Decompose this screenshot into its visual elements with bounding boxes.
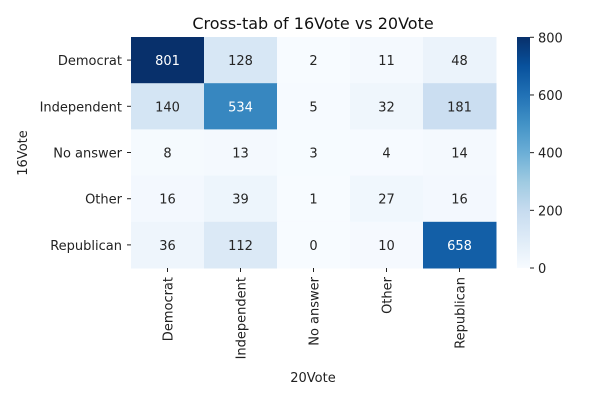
heatmap-cell: [350, 221, 424, 269]
x-axis-label: 20Vote: [290, 371, 335, 386]
cell-value-label: 3: [309, 147, 317, 162]
y-tick-label: No answer: [53, 147, 122, 162]
heatmap-cell: [204, 129, 278, 177]
heatmap-cell: [350, 129, 424, 177]
y-tick-label: Republican: [50, 239, 122, 254]
colorbar-tick-label: 400: [538, 147, 563, 162]
heatmap-cell: [277, 175, 351, 223]
heatmap-cell: [277, 129, 351, 177]
y-tick-label: Independent: [40, 100, 122, 115]
heatmap-cell: [423, 221, 497, 269]
heatmap-cells: 801 128 2 11 48 140 534 5 32 181 8 13 3 4 14 16 39 1 27 16 3…: [131, 37, 497, 269]
heatmap-cell: [131, 83, 205, 130]
cell-value-label: 0: [309, 239, 317, 254]
cell-value-label: 11: [378, 54, 395, 69]
heatmap-cell: [131, 129, 205, 177]
x-tick-labels: Democrat Independent No answer Other Republi…: [162, 268, 469, 359]
cell-value-label: 27: [378, 193, 395, 208]
colorbar-ticks: 0 200 400 600 800: [530, 31, 563, 277]
heatmap-cell: [423, 37, 497, 84]
cell-value-label: 1: [309, 193, 317, 208]
cell-value-label: 16: [451, 193, 468, 208]
cell-value-label: 658: [447, 239, 472, 254]
cell-value-label: 4: [382, 147, 390, 162]
cell-value-label: 534: [228, 100, 253, 115]
heatmap-cell: [423, 175, 497, 223]
y-axis-label: 16Vote: [16, 130, 31, 175]
heatmap-cell: [350, 83, 424, 130]
cell-value-label: 801: [155, 54, 180, 69]
heatmap-cell: [277, 37, 351, 84]
heatmap-cell: [131, 221, 205, 269]
cell-value-label: 8: [163, 147, 171, 162]
heatmap-cell: [423, 83, 497, 130]
cell-value-label: 36: [159, 239, 176, 254]
colorbar-tick-label: 200: [538, 204, 563, 219]
x-tick-label: Democrat: [162, 277, 177, 341]
heatmap-cell: [131, 37, 205, 84]
heatmap-cell: [204, 83, 278, 130]
colorbar-tick-label: 800: [538, 31, 563, 46]
colorbar-tick-label: 0: [538, 262, 546, 277]
heatmap-cell: [131, 175, 205, 223]
y-tick-label: Democrat: [58, 54, 122, 69]
x-tick-label: No answer: [308, 276, 323, 345]
heatmap-cell: [277, 221, 351, 269]
heatmap-cell: [423, 129, 497, 177]
cell-value-label: 181: [447, 100, 472, 115]
heatmap-cell: [350, 175, 424, 223]
x-tick-label: Republican: [454, 277, 469, 349]
colorbar-tick-label: 600: [538, 89, 563, 104]
chart-title: Cross-tab of 16Vote vs 20Vote: [192, 14, 433, 33]
cell-value-label: 10: [378, 239, 395, 254]
cell-value-label: 39: [232, 193, 249, 208]
cell-value-label: 13: [232, 147, 249, 162]
heatmap-cell: [350, 37, 424, 84]
cell-value-label: 2: [309, 54, 317, 69]
heatmap-cell: [204, 175, 278, 223]
cell-value-label: 16: [159, 193, 176, 208]
cell-value-label: 5: [309, 100, 317, 115]
y-tick-label: Other: [85, 193, 123, 208]
cell-value-label: 14: [451, 147, 468, 162]
heatmap-cell: [204, 37, 278, 84]
cell-value-label: 32: [378, 100, 395, 115]
heatmap-cell: [277, 83, 351, 130]
cell-value-label: 48: [451, 54, 468, 69]
cell-value-label: 128: [228, 54, 253, 69]
heatmap-cell: [204, 221, 278, 269]
y-tick-labels: Democrat Independent No answer Other Republi…: [40, 54, 131, 254]
x-tick-label: Independent: [235, 277, 250, 359]
x-tick-label: Other: [381, 276, 396, 314]
cell-value-label: 112: [228, 239, 253, 254]
cell-value-label: 140: [155, 100, 180, 115]
colorbar: [517, 37, 530, 268]
